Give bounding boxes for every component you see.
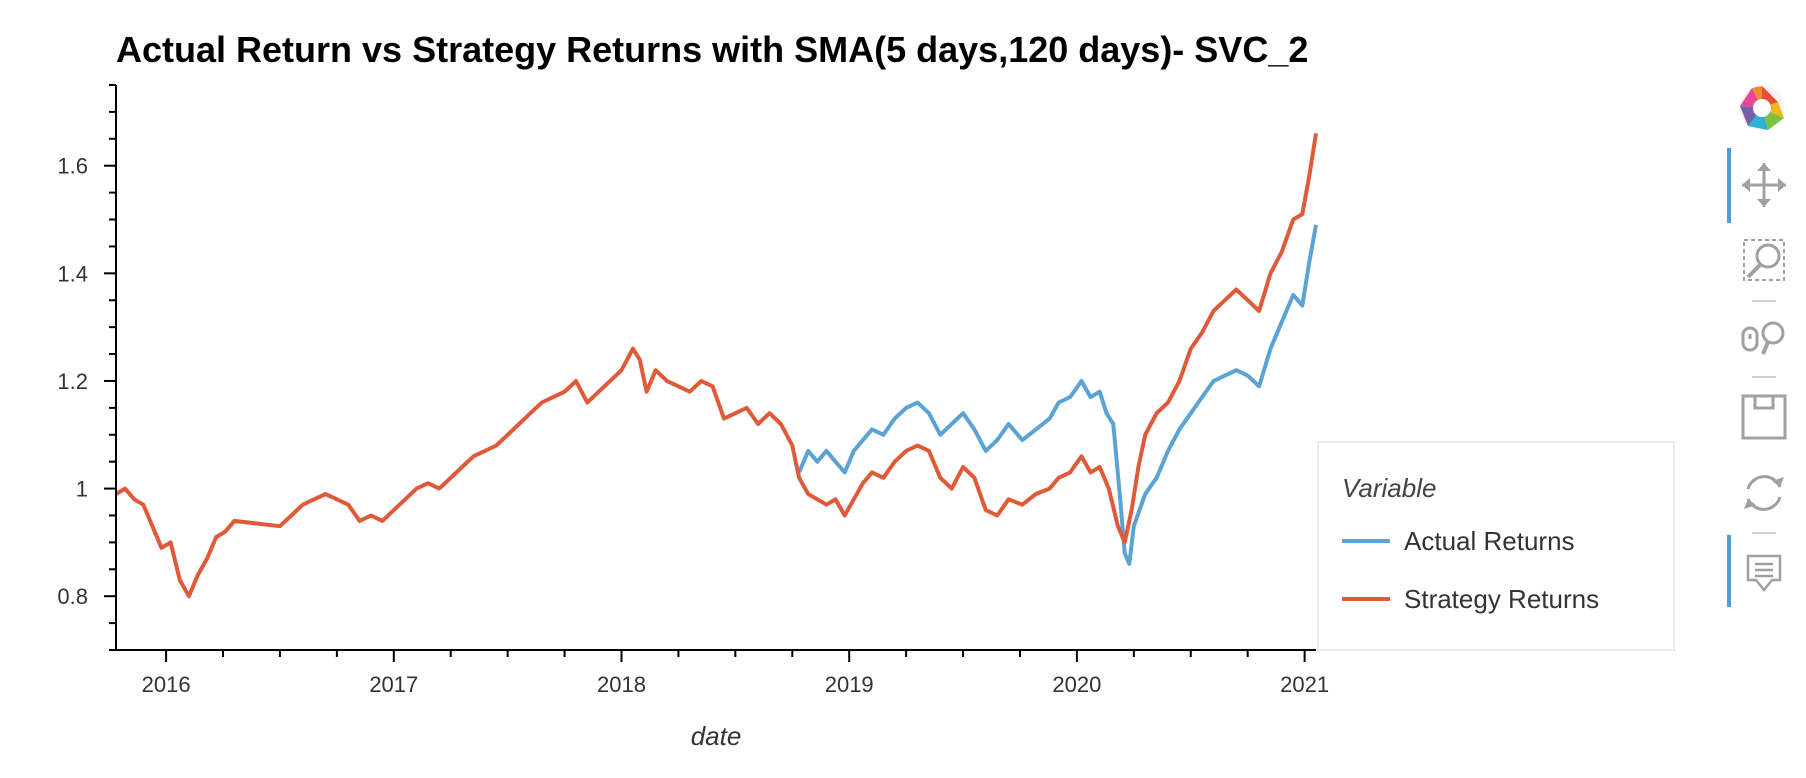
y-tick-label: 0.8 bbox=[57, 584, 88, 609]
reset-tool-icon[interactable] bbox=[1744, 475, 1784, 511]
x-tick-label: 2018 bbox=[597, 672, 646, 697]
y-axis: 0.8 1 1.2 1.4 1.6 bbox=[57, 84, 116, 651]
legend-item[interactable]: Strategy Returns bbox=[1342, 584, 1599, 614]
legend-label: Strategy Returns bbox=[1404, 584, 1599, 614]
wheel-zoom-tool-icon[interactable] bbox=[1741, 321, 1785, 355]
pan-tool-icon[interactable] bbox=[1742, 163, 1786, 207]
series-layer bbox=[114, 133, 1318, 599]
series-line-strategy-returns bbox=[114, 133, 1318, 599]
legend: Variable Actual Returns Strategy Returns bbox=[1317, 441, 1675, 651]
legend-items: Actual Returns Strategy Returns bbox=[1342, 526, 1599, 614]
y-tick-label: 1 bbox=[76, 477, 88, 502]
bokeh-logo-icon[interactable] bbox=[1740, 86, 1784, 130]
legend-title: Variable bbox=[1342, 473, 1436, 503]
x-tick-label: 2017 bbox=[369, 672, 418, 697]
x-axis-label: date bbox=[691, 721, 742, 751]
x-tick-label: 2021 bbox=[1280, 672, 1329, 697]
x-tick-label: 2019 bbox=[825, 672, 874, 697]
pan-active-indicator bbox=[1727, 148, 1731, 223]
legend-label: Actual Returns bbox=[1404, 526, 1575, 556]
legend-item[interactable]: Actual Returns bbox=[1342, 526, 1575, 556]
y-tick-label: 1.6 bbox=[57, 154, 88, 179]
plot-area[interactable]: 0.8 1 1.2 1.4 1.6 2016 2017 2018 2019 2020 2021 bbox=[57, 84, 1329, 697]
box-zoom-tool-icon[interactable] bbox=[1743, 239, 1785, 281]
save-tool-icon[interactable] bbox=[1741, 394, 1787, 440]
hover-active-indicator bbox=[1727, 535, 1731, 607]
x-axis: 2016 2017 2018 2019 2020 2021 bbox=[142, 650, 1329, 697]
series-line-actual-returns bbox=[797, 224, 1318, 566]
hover-tool-icon[interactable] bbox=[1746, 554, 1782, 593]
x-tick-label: 2016 bbox=[142, 672, 191, 697]
toolbar bbox=[1727, 86, 1787, 607]
y-tick-label: 1.2 bbox=[57, 369, 88, 394]
y-tick-label: 1.4 bbox=[57, 261, 88, 286]
legend-box bbox=[1317, 441, 1675, 651]
chart-title: Actual Return vs Strategy Returns with S… bbox=[116, 29, 1308, 70]
x-tick-label: 2020 bbox=[1052, 672, 1101, 697]
